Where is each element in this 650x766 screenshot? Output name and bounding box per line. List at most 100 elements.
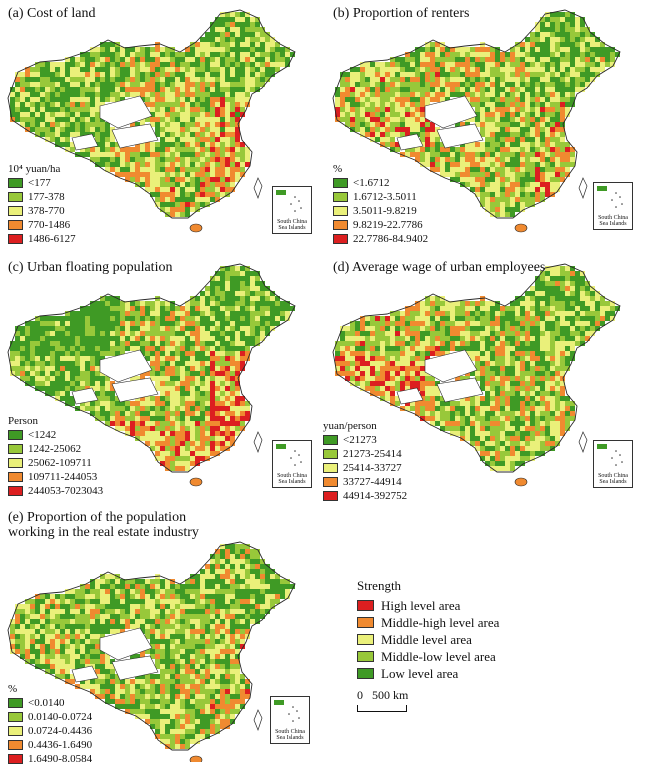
map-cell: [100, 306, 105, 311]
map-cell: [250, 37, 255, 42]
map-cell: [205, 341, 210, 346]
map-cell: [585, 321, 590, 326]
map-cell: [185, 127, 190, 132]
map-cell: [135, 406, 140, 411]
map-cell: [180, 321, 185, 326]
map-cell: [240, 351, 245, 356]
map-cell: [240, 356, 245, 361]
map-cell: [210, 351, 215, 356]
map-cell: [580, 77, 585, 82]
map-cell: [210, 97, 215, 102]
map-cell: [225, 386, 230, 391]
map-cell: [550, 187, 555, 192]
map-cell: [130, 401, 135, 406]
map-cell: [225, 276, 230, 281]
map-cell: [210, 42, 215, 47]
map-cell: [530, 112, 535, 117]
map-cell: [195, 361, 200, 366]
map-cell: [220, 127, 225, 132]
map-cell: [405, 306, 410, 311]
map-cell: [410, 107, 415, 112]
map-cell: [55, 97, 60, 102]
map-cell: [560, 426, 565, 431]
map-cell: [490, 92, 495, 97]
map-cell: [175, 466, 180, 471]
map-cell: [380, 376, 385, 381]
map-cell: [35, 336, 40, 341]
map-cell: [175, 202, 180, 207]
map-cell: [150, 436, 155, 441]
map-cell: [100, 72, 105, 77]
map-cell: [460, 406, 465, 411]
map-cell: [110, 162, 115, 167]
map-cell: [200, 127, 205, 132]
map-cell: [135, 167, 140, 172]
map-cell: [515, 341, 520, 346]
map-cell: [380, 371, 385, 376]
map-cell: [535, 72, 540, 77]
map-cell: [350, 331, 355, 336]
map-cell: [70, 147, 75, 152]
map-cell: [485, 431, 490, 436]
map-cell: [240, 92, 245, 97]
map-cell: [400, 386, 405, 391]
map-cell: [530, 456, 535, 461]
map-cell: [415, 102, 420, 107]
map-cell: [565, 162, 570, 167]
map-cell: [215, 271, 220, 276]
map-cell: [505, 456, 510, 461]
map-cell: [105, 127, 110, 132]
map-cell: [515, 172, 520, 177]
map-cell: [430, 157, 435, 162]
map-cell: [420, 62, 425, 67]
map-cell: [210, 52, 215, 57]
map-cell: [390, 57, 395, 62]
map-cell: [205, 331, 210, 336]
map-cell: [180, 87, 185, 92]
map-cell: [525, 67, 530, 72]
map-cell: [95, 326, 100, 331]
map-cell: [265, 77, 270, 82]
map-cell: [220, 281, 225, 286]
map-cell: [220, 416, 225, 421]
map-cell: [65, 102, 70, 107]
map-cell: [220, 266, 225, 271]
map-cell: [400, 67, 405, 72]
map-cell: [395, 346, 400, 351]
map-cell: [45, 346, 50, 351]
map-cell: [405, 127, 410, 132]
map-cell: [195, 202, 200, 207]
map-cell: [500, 212, 505, 217]
map-cell: [90, 356, 95, 361]
map-cell: [555, 411, 560, 416]
map-cell: [265, 306, 270, 311]
map-cell: [215, 436, 220, 441]
map-cell: [220, 152, 225, 157]
map-cell: [100, 316, 105, 321]
map-cell: [455, 416, 460, 421]
map-cell: [475, 187, 480, 192]
map-cell: [570, 77, 575, 82]
map-cell: [170, 421, 175, 426]
map-cell: [40, 132, 45, 137]
map-cell: [355, 341, 360, 346]
map-cell: [515, 306, 520, 311]
map-cell: [370, 326, 375, 331]
map-cell: [190, 371, 195, 376]
map-cell: [140, 142, 145, 147]
map-cell: [525, 401, 530, 406]
map-cell: [165, 117, 170, 122]
map-cell: [175, 197, 180, 202]
map-cell: [455, 411, 460, 416]
map-cell: [195, 311, 200, 316]
map-cell: [205, 137, 210, 142]
map-cell: [465, 331, 470, 336]
map-cell: [440, 82, 445, 87]
map-cell: [590, 77, 595, 82]
map-cell: [505, 366, 510, 371]
map-cell: [195, 416, 200, 421]
map-cell: [230, 187, 235, 192]
map-cell: [465, 301, 470, 306]
map-cell: [170, 301, 175, 306]
map-cell: [135, 72, 140, 77]
